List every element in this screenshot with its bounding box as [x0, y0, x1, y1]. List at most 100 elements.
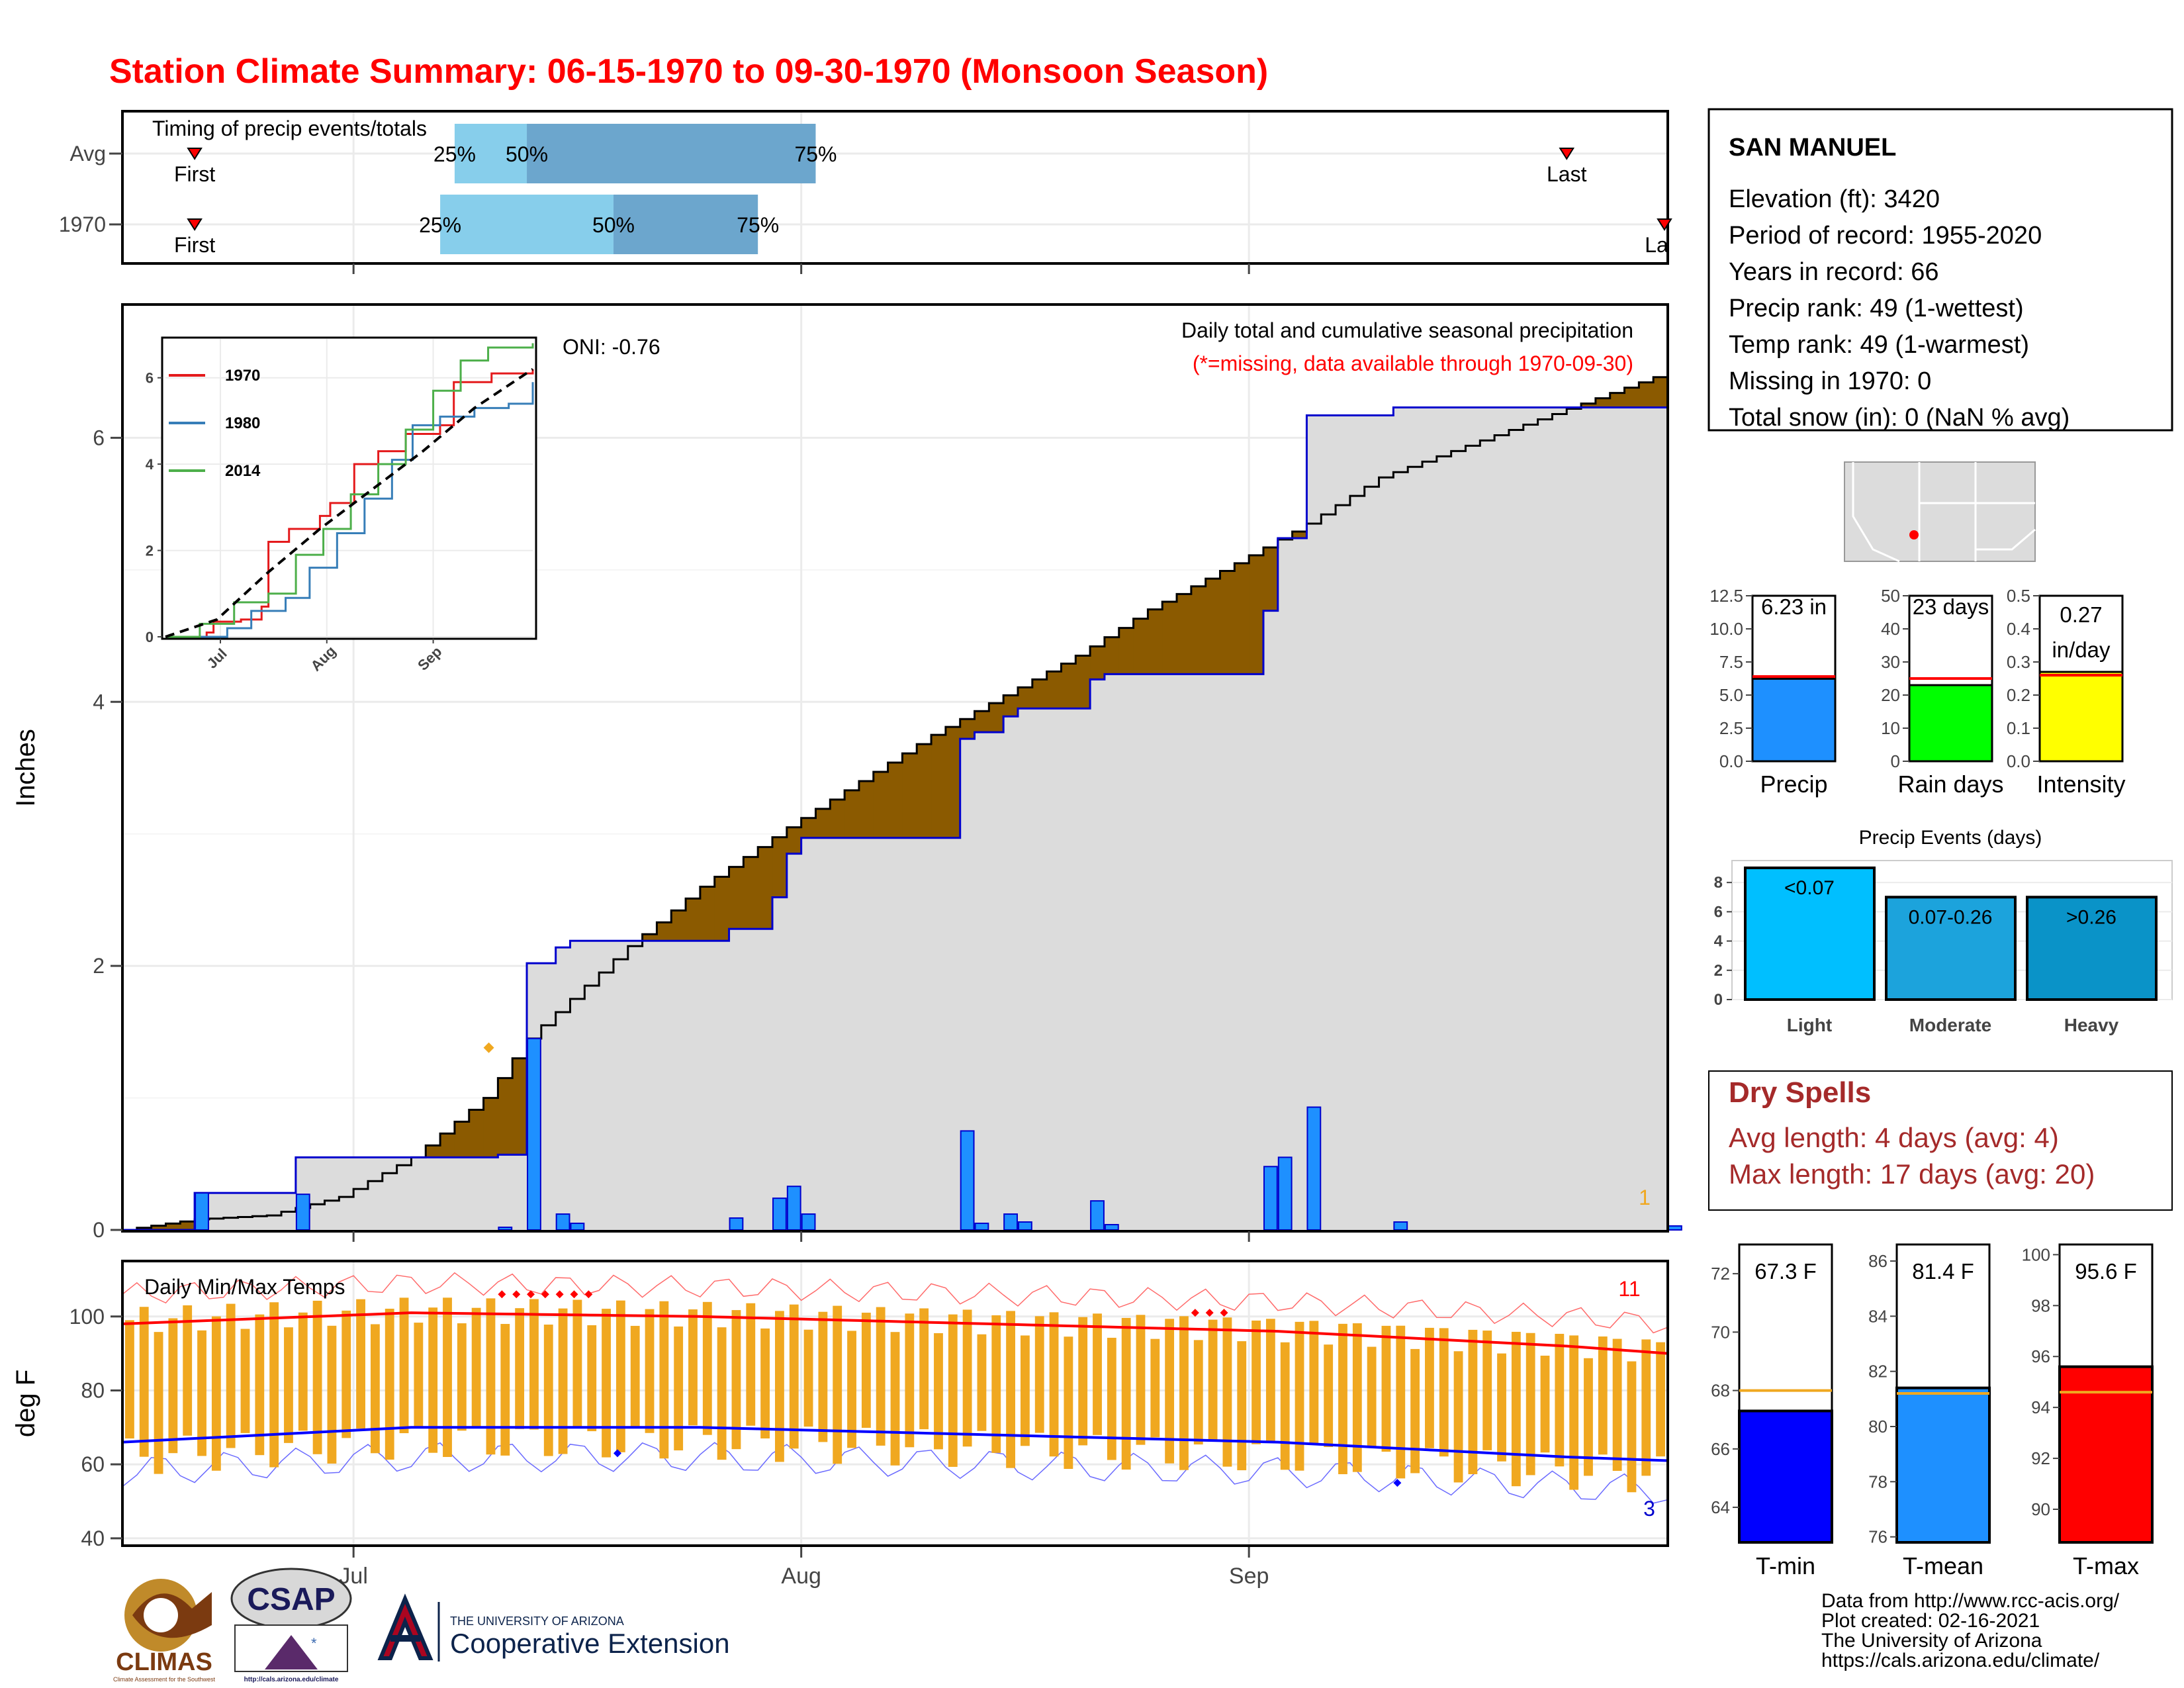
deficit-fill: [136, 1227, 152, 1230]
deficit-fill: [1046, 671, 1062, 709]
daily-temp-bar: [1497, 1353, 1506, 1462]
deficit-fill: [700, 886, 715, 941]
deficit-fill: [743, 857, 758, 929]
deficit-fill: [1292, 532, 1307, 538]
temp-summary-ytick-label: 90: [2031, 1499, 2050, 1519]
inset-legend-label: 2014: [225, 462, 261, 480]
timing-q25-q50-bar: [440, 195, 614, 254]
timing-q25-q50-bar: [454, 124, 527, 183]
daily-temp-bar: [1540, 1355, 1550, 1453]
daily-temp-bar: [1439, 1328, 1449, 1457]
precip-events-chart: Precip Events (days) 0 2 4 6 8 <0.07 Light 0.07…: [1714, 827, 2173, 1035]
inset-ytick-label: 6: [146, 370, 154, 387]
daily-temp-bar: [428, 1307, 438, 1453]
daily-temp-bar: [1584, 1358, 1593, 1476]
summary-ytick-label: 30: [1881, 652, 1900, 672]
daily-temp-bar: [1352, 1323, 1362, 1472]
daily-temp-bar: [125, 1320, 134, 1439]
precip-ylabel: Inches: [11, 729, 40, 807]
deficit-fill: [1104, 637, 1120, 675]
temp-summary-ytick-label: 98: [2031, 1295, 2050, 1315]
temp-summary-ytick-label: 94: [2031, 1397, 2050, 1417]
daily-temp-bar: [1381, 1325, 1391, 1452]
events-ytick-label: 0: [1714, 991, 1723, 1009]
events-bar-0: [1744, 867, 1876, 1001]
daily-precip-bar: [1263, 1166, 1278, 1231]
deficit-fill: [1263, 547, 1279, 611]
daily-temp-bar: [833, 1305, 842, 1464]
daily-temp-bar: [486, 1298, 496, 1455]
summary-bar-1: [1908, 684, 1993, 763]
deficit-fill: [1581, 403, 1596, 408]
daily-temp-bar: [688, 1309, 698, 1426]
daily-temp-bar: [674, 1326, 684, 1451]
timing-q50-label: 50%: [592, 213, 635, 237]
daily-temp-bar: [818, 1311, 828, 1442]
daily-temp-bar: [1367, 1346, 1377, 1447]
daily-temp-bar: [457, 1323, 467, 1431]
daily-temp-bar: [356, 1299, 365, 1429]
temp-ylabel: deg F: [11, 1370, 40, 1437]
first-event-marker: [187, 218, 203, 231]
temp-summary-ytick-label: 100: [2022, 1244, 2050, 1264]
summary-ytick-label: 40: [1881, 619, 1900, 639]
temp-ytick-label: 80: [81, 1378, 105, 1402]
daily-temp-bar: [399, 1297, 409, 1434]
daily-temp-bar: [529, 1299, 539, 1430]
deficit-fill: [887, 763, 903, 838]
daily-temp-bar: [948, 1314, 958, 1467]
record-high-marker: [541, 1290, 549, 1299]
daily-temp-bar: [1425, 1327, 1434, 1448]
daily-precip-bar: [1003, 1213, 1018, 1231]
inset-ytick-label: 2: [146, 543, 154, 559]
deficit-fill: [902, 753, 917, 838]
deficit-fill: [873, 771, 889, 838]
timing-q50-q75-bar: [527, 124, 816, 183]
summary-ytick-label: 0.2: [2007, 685, 2030, 705]
deficit-fill: [1032, 679, 1048, 709]
deficit-fill: [454, 1121, 470, 1158]
precip-ytick-label: 0: [93, 1218, 105, 1242]
precip-ytick-label: 6: [93, 426, 105, 449]
daily-temp-bar: [587, 1325, 597, 1432]
timing-q75-label: 75%: [794, 142, 837, 166]
precip-panel: 0 2 4 6 Inches ONI: -0.76 Daily total and c…: [11, 303, 1682, 1242]
daily-temp-bar: [1453, 1351, 1463, 1483]
footer-credits: Data from http://www.rcc-acis.org/ Plot …: [1821, 1590, 2120, 1671]
deficit-fill: [165, 1223, 181, 1230]
timing-panel: Timing of precip events/totals 25% 50% 75%…: [59, 110, 1672, 274]
timing-q25-label: 25%: [433, 142, 476, 166]
daily-precip-bar: [974, 1223, 989, 1231]
temp-panel: Daily Min/Max Temps 11 3 deg F 40 60 80 100…: [11, 1260, 1669, 1589]
climas-logo-subtext: Climate Assessment for the Southwest: [113, 1676, 216, 1683]
record-low-marker: [1393, 1479, 1402, 1487]
deficit-fill: [1148, 609, 1163, 675]
temp-summary-ytick-label: 80: [1868, 1417, 1888, 1436]
station-line: Missing in 1970: 0: [1729, 367, 1931, 395]
temp-summary-label: T-max: [2073, 1552, 2139, 1579]
university-of-arizona-logo: THE UNIVERSITY OF ARIZONA Cooperative Ex…: [377, 1593, 730, 1662]
precip-panel-subtitle: (*=missing, data available through 1970-…: [1193, 352, 1633, 375]
daily-temp-bar: [1309, 1321, 1319, 1445]
deficit-fill: [498, 1078, 513, 1155]
timing-q75-label: 75%: [737, 213, 779, 237]
daily-temp-bar: [558, 1308, 568, 1454]
deficit-fill: [1003, 695, 1019, 717]
daily-temp-bar: [154, 1332, 163, 1474]
dry-spells-box: Dry Spells Avg length: 4 days (avg: 4) M…: [1708, 1070, 2173, 1211]
daily-temp-bar: [1136, 1315, 1146, 1445]
daily-temp-bar: [1064, 1336, 1073, 1470]
precip-ytick-label: 4: [93, 690, 105, 714]
temp-panel-label: Daily Min/Max Temps: [144, 1275, 345, 1299]
daily-temp-bar: [1525, 1333, 1535, 1476]
daily-temp-bar: [1338, 1323, 1347, 1475]
deficit-fill: [426, 1145, 441, 1158]
daily-temp-bar: [1569, 1335, 1579, 1490]
first-event-marker: [187, 148, 203, 160]
daily-temp-bar: [659, 1301, 669, 1459]
summary-ytick-label: 0: [1891, 751, 1900, 771]
daily-temp-bar: [543, 1325, 553, 1456]
temp-summary-label: T-mean: [1903, 1552, 1983, 1579]
timing-q25-label: 25%: [419, 213, 461, 237]
